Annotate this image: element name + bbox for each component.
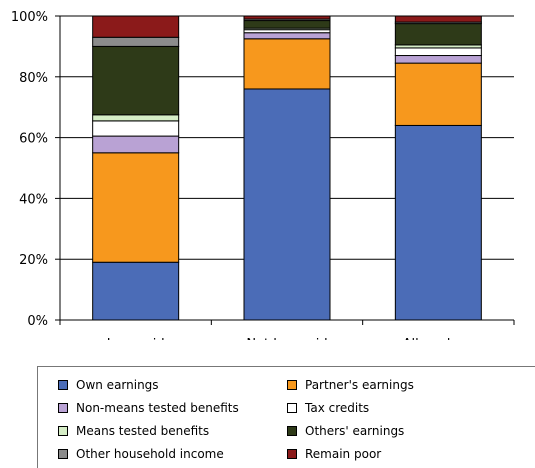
legend-swatch: [58, 403, 68, 413]
bar-segment-partner-s-earnings: [394, 62, 482, 126]
legend: Own earnings Partner's earnings Non-means …: [37, 366, 535, 468]
legend-swatch: [287, 449, 297, 459]
legend-label: Partner's earnings: [305, 378, 414, 392]
legend-item: Tax credits: [287, 400, 369, 416]
bar-segment-own-earnings: [243, 88, 331, 321]
legend-swatch: [287, 426, 297, 436]
legend-item: Other household income: [58, 446, 224, 462]
legend-item: Partner's earnings: [287, 377, 414, 393]
legend-item: Remain poor: [287, 446, 381, 462]
legend-item: Own earnings: [58, 377, 159, 393]
stacked-bar-chart: 0% 20% 40% 60% 80% 100% Low paid Not low paid A…: [11, 10, 515, 340]
x-category-label: All workers: [403, 337, 475, 340]
y-tick-label: 0%: [27, 314, 48, 329]
y-tick-label: 80%: [19, 71, 48, 86]
bar-segment-tax-credits: [92, 120, 180, 137]
bar-segment-own-earnings: [394, 124, 482, 321]
legend-swatch: [287, 380, 297, 390]
bar-segment-partner-s-earnings: [92, 152, 180, 263]
bar-segment-means-tested-benefits: [92, 114, 180, 122]
legend-label: Other household income: [76, 447, 224, 461]
x-tick-labels: Low paid Not low paid All workers: [107, 337, 474, 340]
y-tick-label: 100%: [11, 10, 48, 25]
x-category-label: Low paid: [107, 337, 165, 340]
legend-label: Non-means tested benefits: [76, 401, 239, 415]
bar-segment-remain-poor: [243, 15, 331, 20]
bar-segment-remain-poor: [394, 15, 482, 23]
legend-label: Own earnings: [76, 378, 159, 392]
y-tick-label: 20%: [19, 253, 48, 268]
y-tick-labels: 0% 20% 40% 60% 80% 100%: [11, 10, 48, 329]
bar-stack-group: [92, 15, 482, 321]
legend-item: Others' earnings: [287, 423, 404, 439]
bar-segment-own-earnings: [92, 261, 180, 321]
bar-segment-others-earnings: [243, 20, 331, 29]
legend-label: Means tested benefits: [76, 424, 210, 438]
bar-segment-non-means-tested-benefits: [394, 55, 482, 64]
legend-swatch: [58, 449, 68, 459]
legend-item: Non-means tested benefits: [58, 400, 239, 416]
bar-segment-remain-poor: [92, 15, 180, 38]
legend-swatch: [58, 380, 68, 390]
legend-swatch: [287, 403, 297, 413]
axes: [55, 15, 515, 325]
bar-segment-others-earnings: [92, 45, 180, 116]
x-category-label: Not low paid: [246, 337, 327, 340]
legend-swatch: [58, 426, 68, 436]
legend-label: Others' earnings: [305, 424, 405, 438]
bar-segment-non-means-tested-benefits: [92, 135, 180, 154]
bar-segment-partner-s-earnings: [243, 38, 331, 90]
legend-label: Remain poor: [305, 447, 382, 461]
legend-label: Tax credits: [305, 401, 370, 415]
y-tick-label: 40%: [19, 192, 48, 207]
y-tick-label: 60%: [19, 132, 48, 147]
bar-segment-others-earnings: [394, 23, 482, 46]
bar-segment-tax-credits: [394, 47, 482, 57]
bar-segment-other-household-income: [92, 36, 180, 47]
bar-segment-non-means-tested-benefits: [243, 32, 331, 40]
legend-item: Means tested benefits: [58, 423, 209, 439]
